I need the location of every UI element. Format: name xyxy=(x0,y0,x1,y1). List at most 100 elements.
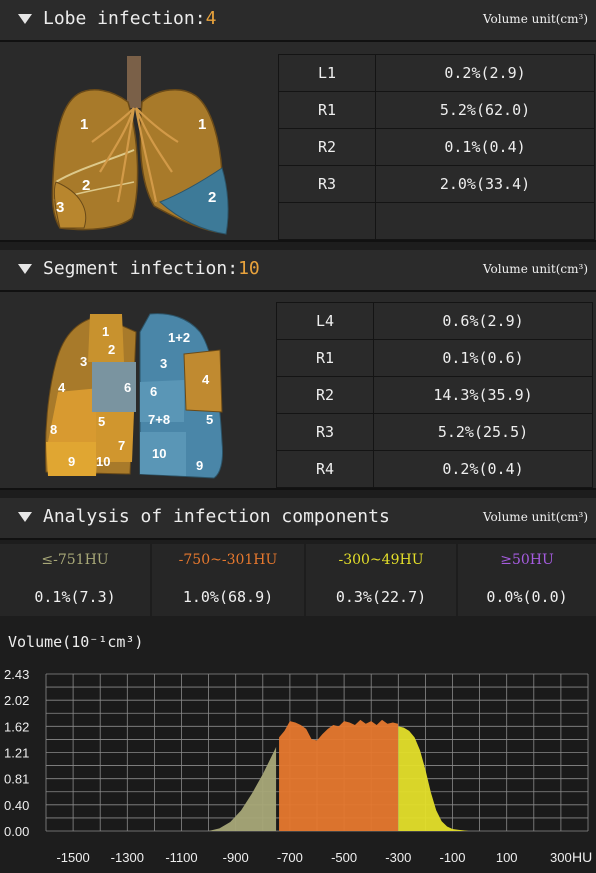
histogram-area xyxy=(208,747,277,831)
y-tick-label: 0.00 xyxy=(4,824,29,839)
histogram-ylabel: Volume(10⁻¹cm³) xyxy=(8,633,144,651)
y-tick-label: 1.62 xyxy=(4,719,29,734)
table-row: R3 2.0%(33.4) xyxy=(278,165,595,203)
segment-label: 6 xyxy=(150,384,157,399)
table-row: R2 14.3%(35.9) xyxy=(276,376,593,414)
component-cell: -750~-301HU 1.0%(68.9) xyxy=(152,544,304,616)
region-cell: L1 xyxy=(278,54,376,92)
lobe-volume-table: L1 0.2%(2.9) R1 5.2%(62.0) R2 0.1%(0.4) R3 2.0%… xyxy=(278,54,595,240)
collapse-triangle-icon[interactable] xyxy=(18,264,32,274)
segment-label: 10 xyxy=(96,454,110,469)
segment-label: 4 xyxy=(58,380,66,395)
table-row: L1 0.2%(2.9) xyxy=(278,54,595,92)
volume-cell xyxy=(375,202,595,240)
lobe-count: 4 xyxy=(205,8,217,29)
segment-section-header[interactable]: Segment infection:10 Volume unit(cm³) xyxy=(0,250,596,290)
histogram-area xyxy=(398,726,469,831)
x-tick-label: -100 xyxy=(439,850,465,865)
segment-panel: 1 2 3 4 5 7 8 9 10 6 1+2 3 6 4 7+8 5 10 … xyxy=(0,292,596,488)
components-title: Analysis of infection components xyxy=(43,506,390,527)
x-tick-label: -1100 xyxy=(165,850,197,865)
segment-lung-diagram: 1 2 3 4 5 7 8 9 10 6 1+2 3 6 4 7+8 5 10 … xyxy=(44,313,223,479)
component-value: 0.3%(22.7) xyxy=(335,588,427,606)
region-cell xyxy=(278,202,376,240)
segment-label: 6 xyxy=(124,380,131,395)
component-value: 0.0%(0.0) xyxy=(486,588,568,606)
lobe-title: Lobe infection:4 xyxy=(43,8,217,29)
component-cell: ≤-751HU 0.1%(7.3) xyxy=(0,544,150,616)
table-row xyxy=(278,202,595,240)
histogram-area xyxy=(279,719,399,831)
lobe-volume-unit: Volume unit(cm³) xyxy=(482,12,588,26)
collapse-triangle-icon[interactable] xyxy=(18,512,32,522)
region-cell: R2 xyxy=(278,128,376,166)
x-tick-label: -1500 xyxy=(56,850,89,865)
volume-cell: 0.2%(0.4) xyxy=(373,450,593,488)
components-volume-unit: Volume unit(cm³) xyxy=(482,510,588,524)
segment-label: 5 xyxy=(98,414,105,429)
lobe-label-2-right: 2 xyxy=(208,189,216,206)
component-label: -750~-301HU xyxy=(178,552,278,568)
segment-label: 3 xyxy=(80,354,87,369)
segment-label: 1 xyxy=(102,324,109,339)
segment-title: Segment infection:10 xyxy=(43,258,260,279)
volume-cell: 5.2%(62.0) xyxy=(375,91,595,129)
hu-histogram: 2.43 2.02 1.62 1.21 0.81 0.40 0.00 -1500 -1300 -1… xyxy=(4,667,592,865)
volume-cell: 14.3%(35.9) xyxy=(373,376,593,414)
segment-label: 7+8 xyxy=(148,412,170,427)
segment-label: 4 xyxy=(202,372,210,387)
lobe-label-1: 1 xyxy=(80,116,88,133)
table-row: R3 5.2%(25.5) xyxy=(276,413,593,451)
component-label: ≥50HU xyxy=(500,552,554,568)
component-label: -300~49HU xyxy=(338,552,424,568)
volume-cell: 0.1%(0.6) xyxy=(373,339,593,377)
x-tick-label: -900 xyxy=(223,850,249,865)
region-cell: R3 xyxy=(278,165,376,203)
y-tick-label: 0.81 xyxy=(4,772,29,787)
lobe-section-header[interactable]: Lobe infection:4 Volume unit(cm³) xyxy=(0,0,596,40)
region-cell: R4 xyxy=(276,450,374,488)
segment-label: 7 xyxy=(118,438,125,453)
y-tick-label: 2.43 xyxy=(4,667,29,682)
table-row: R1 0.1%(0.6) xyxy=(276,339,593,377)
segment-label: 3 xyxy=(160,356,167,371)
region-cell: R2 xyxy=(276,376,374,414)
x-tick-label: -500 xyxy=(331,850,357,865)
volume-cell: 0.1%(0.4) xyxy=(375,128,595,166)
lobe-label-1-right: 1 xyxy=(198,116,206,133)
component-value: 0.1%(7.3) xyxy=(34,588,116,606)
segment-label: 2 xyxy=(108,342,115,357)
component-label: ≤-751HU xyxy=(41,552,109,568)
segment-count: 10 xyxy=(238,258,260,279)
volume-cell: 0.6%(2.9) xyxy=(373,302,593,340)
segment-label: 9 xyxy=(196,458,203,473)
lobe-label-3: 3 xyxy=(56,199,64,216)
table-row: R4 0.2%(0.4) xyxy=(276,450,593,488)
y-tick-label: 2.02 xyxy=(4,693,29,708)
segment-label: 9 xyxy=(68,454,75,469)
volume-cell: 2.0%(33.4) xyxy=(375,165,595,203)
collapse-triangle-icon[interactable] xyxy=(18,14,32,24)
segment-label: 8 xyxy=(50,422,57,437)
component-value: 1.0%(68.9) xyxy=(182,588,274,606)
components-section-header[interactable]: Analysis of infection components Volume … xyxy=(0,498,596,538)
volume-cell: 0.2%(2.9) xyxy=(375,54,595,92)
lobe-lung-diagram: 1 2 3 1 2 xyxy=(51,56,229,235)
component-cell: -300~49HU 0.3%(22.7) xyxy=(306,544,456,616)
x-tick-label: 100 xyxy=(496,850,518,865)
component-cell: ≥50HU 0.0%(0.0) xyxy=(458,544,596,616)
x-tick-label: -700 xyxy=(277,850,303,865)
lobe-panel: 1 2 3 1 2 L1 0.2%(2.9) R1 5.2%(62.0) R2 0.1%(… xyxy=(0,42,596,240)
region-cell: R1 xyxy=(276,339,374,377)
x-tick-label: -1300 xyxy=(111,850,144,865)
segment-label: 10 xyxy=(152,446,166,461)
table-row: R1 5.2%(62.0) xyxy=(278,91,595,129)
y-tick-label: 1.21 xyxy=(4,746,29,761)
segment-volume-table: L4 0.6%(2.9) R1 0.1%(0.6) R2 14.3%(35.9) R3 5.2… xyxy=(276,302,593,488)
volume-cell: 5.2%(25.5) xyxy=(373,413,593,451)
segment-label: 5 xyxy=(206,412,213,427)
segment-label: 1+2 xyxy=(168,330,190,345)
lobe-label-2: 2 xyxy=(82,177,90,194)
y-tick-label: 0.40 xyxy=(4,798,29,813)
region-cell: R1 xyxy=(278,91,376,129)
